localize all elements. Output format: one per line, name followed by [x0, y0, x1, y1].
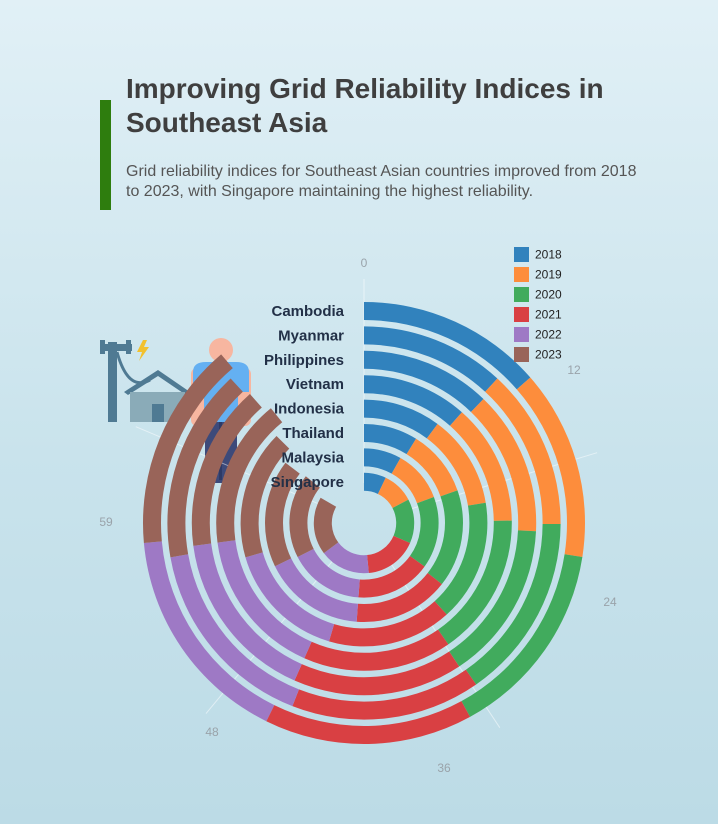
bar-indonesia-2019: [426, 423, 486, 506]
bar-thailand-2018: [364, 424, 417, 455]
bar-philippines-2019: [470, 398, 537, 532]
bar-myanmar-2023: [167, 378, 243, 558]
legend-swatch-2020: [514, 287, 529, 302]
bar-singapore-2023: [313, 497, 339, 554]
bar-thailand-2019: [406, 438, 458, 497]
bar-singapore-2020: [392, 499, 415, 544]
tick-label-24: 24: [603, 595, 617, 609]
bar-vietnam-2022: [217, 540, 312, 659]
title-accent-bar: [100, 100, 111, 210]
bar-indonesia-2018: [364, 399, 438, 439]
category-label-philippines: Philippines: [264, 352, 344, 369]
legend-label-2018: 2018: [535, 248, 562, 262]
category-label-malaysia: Malaysia: [281, 449, 344, 466]
legend-label-2022: 2022: [535, 328, 562, 342]
bar-cambodia-2018: [364, 302, 531, 390]
category-label-singapore: Singapore: [271, 474, 344, 491]
bar-thailand-2021: [356, 573, 442, 623]
bar-philippines-2023: [191, 394, 262, 546]
page-subtitle: Grid reliability indices for Southeast A…: [126, 163, 637, 200]
bar-myanmar-2021: [292, 669, 477, 720]
bar-philippines-2022: [193, 543, 302, 681]
legend: 2018 2019 2020 2021 2022 2023: [514, 247, 562, 362]
bar-philippines-2018: [364, 350, 484, 412]
legend-swatch-2023: [514, 347, 529, 362]
bar-cambodia-2020: [461, 554, 583, 717]
category-label-cambodia: Cambodia: [271, 303, 344, 320]
bar-singapore-2021: [367, 535, 411, 573]
bar-indonesia-2022: [245, 552, 335, 642]
bars: [142, 302, 585, 744]
bar-malaysia-2021: [358, 556, 425, 598]
legend-label-2021: 2021: [535, 308, 562, 322]
tick-label-59: 59: [99, 515, 113, 529]
bar-cambodia-2022: [143, 541, 275, 722]
bar-thailand-2020: [427, 490, 463, 585]
category-labels: Cambodia Myanmar Philippines Vietnam Indones…: [264, 303, 345, 491]
bar-philippines-2021: [294, 651, 460, 696]
bar-indonesia-2020: [434, 502, 488, 615]
bar-malaysia-2020: [409, 496, 439, 567]
legend-label-2023: 2023: [535, 348, 562, 362]
bar-myanmar-2018: [364, 326, 498, 392]
bar-thailand-2023: [265, 462, 300, 567]
category-label-vietnam: Vietnam: [286, 376, 344, 393]
bar-cambodia-2023: [142, 354, 233, 543]
bar-malaysia-2019: [391, 457, 434, 504]
bar-vietnam-2023: [216, 408, 283, 543]
tick-label-0: 0: [361, 256, 368, 270]
bar-philippines-2020: [449, 530, 536, 667]
bar-malaysia-2022: [297, 548, 360, 598]
category-label-thailand: Thailand: [282, 425, 344, 442]
legend-swatch-2019: [514, 267, 529, 282]
tick-label-12: 12: [567, 363, 581, 377]
bar-singapore-2018: [364, 472, 386, 494]
bar-cambodia-2021: [266, 701, 471, 744]
bar-singapore-2019: [377, 477, 409, 508]
bar-indonesia-2023: [240, 435, 290, 558]
bar-myanmar-2020: [465, 523, 561, 685]
legend-swatch-2021: [514, 307, 529, 322]
legend-swatch-2018: [514, 247, 529, 262]
lightning-icon: [137, 340, 149, 361]
bar-indonesia-2021: [329, 601, 447, 647]
legend-swatch-2022: [514, 327, 529, 342]
bar-malaysia-2018: [364, 448, 401, 474]
bar-vietnam-2021: [304, 629, 449, 671]
tick-label-48: 48: [205, 725, 219, 739]
legend-label-2020: 2020: [535, 288, 562, 302]
bar-singapore-2022: [323, 542, 369, 574]
category-label-myanmar: Myanmar: [278, 327, 344, 344]
bar-cambodia-2019: [516, 377, 585, 557]
bar-vietnam-2020: [438, 520, 512, 645]
bar-vietnam-2018: [364, 375, 462, 426]
category-label-indonesia: Indonesia: [274, 401, 345, 418]
page-title: Improving Grid Reliability Indices in So…: [126, 73, 604, 138]
tick-label-36: 36: [437, 761, 451, 775]
legend-label-2019: 2019: [535, 268, 562, 282]
bar-myanmar-2022: [170, 554, 299, 707]
bar-vietnam-2019: [449, 412, 512, 521]
bar-thailand-2022: [274, 558, 358, 622]
bar-myanmar-2019: [485, 378, 561, 525]
bar-malaysia-2023: [289, 476, 320, 558]
